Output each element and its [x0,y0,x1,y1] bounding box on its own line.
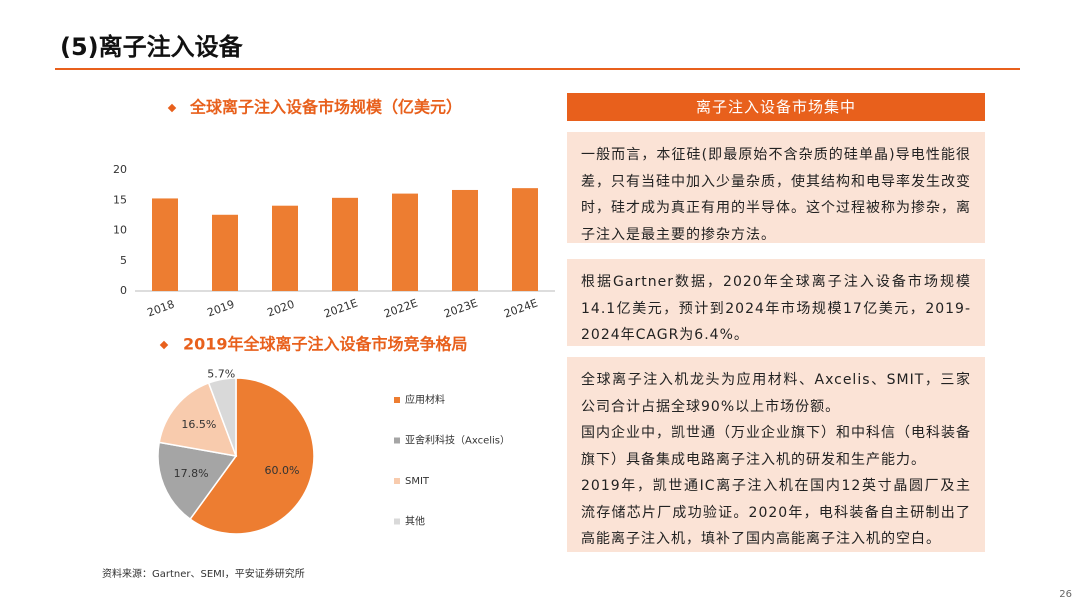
text-box: 根据Gartner数据，2020年全球离子注入设备市场规模14.1亿美元，预计到… [567,259,985,346]
legend-marker [394,437,400,444]
legend-label: SMIT [405,476,430,487]
x-tick-label: 2020 [265,298,296,320]
paragraph: 根据Gartner数据，2020年全球离子注入设备市场规模14.1亿美元，预计到… [581,274,971,343]
pie-slice [157,441,238,521]
panel-header: 离子注入设备市场集中 [567,93,985,121]
chart-title: 全球离子注入设备市场规模（亿美元） [189,98,462,117]
legend-label: 应用材料 [405,393,445,406]
x-tick-label: 2019 [205,298,236,320]
y-tick-label: 5 [120,254,127,267]
bar [452,189,478,291]
data-label: 5.7% [207,368,235,381]
bar [272,205,298,291]
y-tick-label: 10 [113,224,127,237]
paragraph: 国内企业中，凯世通（万业企业旗下）和中科信（电科装备旗下）具备集成电路离子注入机… [581,425,971,468]
text-box: 一般而言，本征硅(即最原始不含杂质的硅单晶)导电性能很差，只有当硅中加入少量杂质… [567,132,985,243]
data-label: 16.5% [181,418,216,431]
bullet [159,340,169,350]
source-note: 资料来源：Gartner、SEMI，平安证券研究所 [102,567,305,580]
pie-slice [207,377,237,457]
legend-marker [394,478,400,484]
slide-title: (5)离子注入设备 [60,33,244,61]
data-label: 60.0% [265,464,300,477]
text-box: 全球离子注入机龙头为应用材料、Axcelis、SMIT，三家公司合计占据全球90… [567,357,985,552]
x-tick-label: 2023E [442,296,479,320]
bar [212,214,238,291]
y-tick-label: 20 [113,163,127,176]
paragraph: 2019年，凯世通IC离子注入机在国内12英寸晶圆厂及主流存储芯片厂成功验证。2… [581,478,971,547]
page-number: 26 [1059,589,1072,600]
x-tick-label: 2021E [322,296,359,320]
x-tick-label: 2022E [382,296,419,320]
pie-slice [189,377,315,535]
legend-marker [394,397,400,403]
bullet [167,103,177,113]
legend-label: 亚舍利科技（Axcelis） [405,434,510,447]
chart-title: 2019年全球离子注入设备市场竞争格局 [183,335,468,354]
x-tick-label: 2024E [502,296,539,320]
bar [392,193,418,291]
bar [152,198,178,291]
bar [332,197,358,291]
paragraph: 一般而言，本征硅(即最原始不含杂质的硅单晶)导电性能很差，只有当硅中加入少量杂质… [581,147,971,243]
y-tick-label: 15 [113,193,127,206]
pie-slice [158,381,238,457]
bar [512,188,538,291]
legend-marker [394,518,400,525]
y-tick-label: 0 [120,284,127,297]
paragraph: 全球离子注入机龙头为应用材料、Axcelis、SMIT，三家公司合计占据全球90… [581,372,971,415]
data-label: 17.8% [174,467,209,480]
legend-label: 其他 [405,515,425,528]
x-tick-label: 2018 [145,298,176,320]
